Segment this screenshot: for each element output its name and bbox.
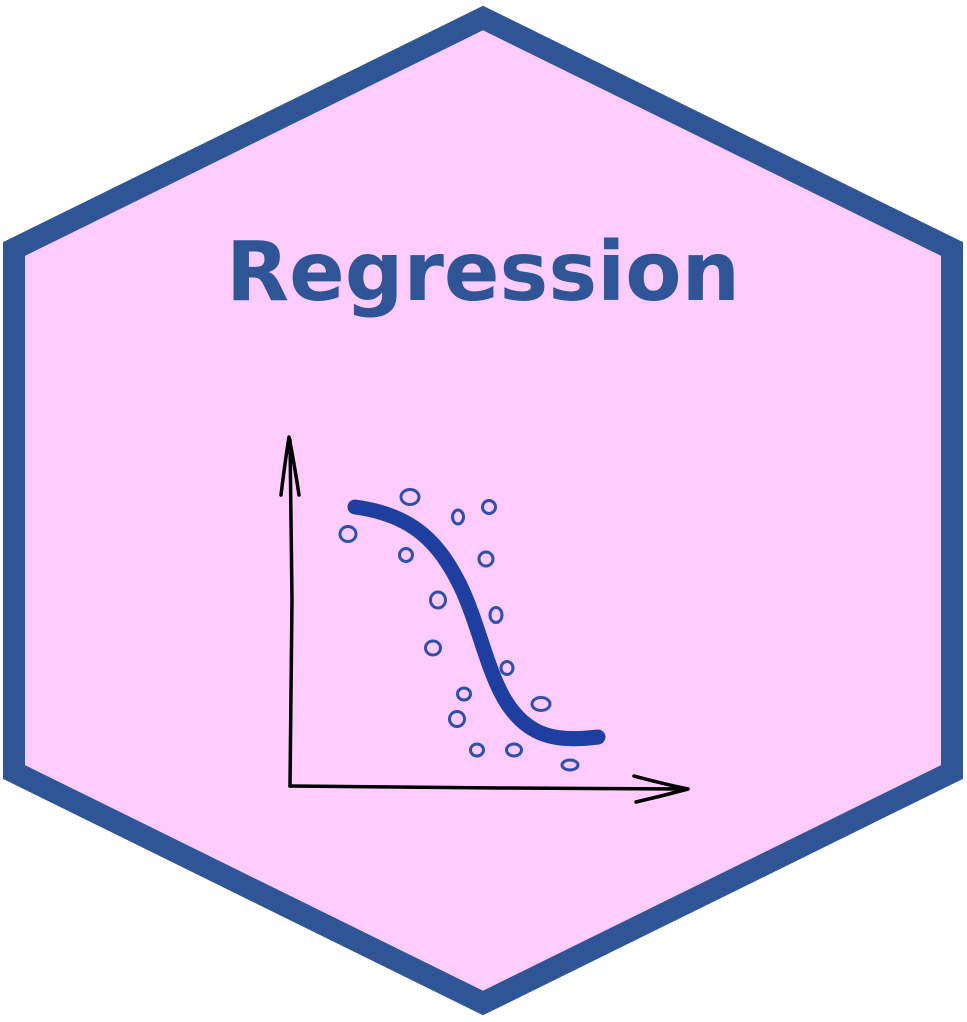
data-point	[429, 590, 447, 610]
data-point	[560, 758, 580, 772]
data-point	[456, 686, 472, 702]
data-point	[399, 488, 421, 506]
badge-title: Regression	[226, 225, 740, 320]
data-point	[469, 742, 485, 758]
y-axis-arrowhead	[279, 435, 301, 497]
data-point	[488, 606, 504, 624]
data-point	[477, 550, 495, 568]
scatter-points	[338, 488, 580, 772]
sigmoid-regression-sketch-icon	[279, 435, 690, 804]
x-axis-line	[288, 784, 690, 791]
data-point	[448, 710, 466, 728]
y-axis-line	[288, 438, 294, 788]
data-point	[530, 696, 552, 712]
data-point	[338, 525, 358, 543]
data-point	[499, 660, 515, 676]
chart-axes	[279, 435, 690, 804]
sigmoid-fit-curve	[347, 499, 606, 747]
data-point	[505, 742, 523, 758]
data-point	[481, 499, 497, 515]
data-point	[398, 547, 414, 563]
data-point	[424, 639, 442, 657]
x-axis-arrowhead	[632, 774, 690, 804]
data-point	[451, 508, 465, 526]
